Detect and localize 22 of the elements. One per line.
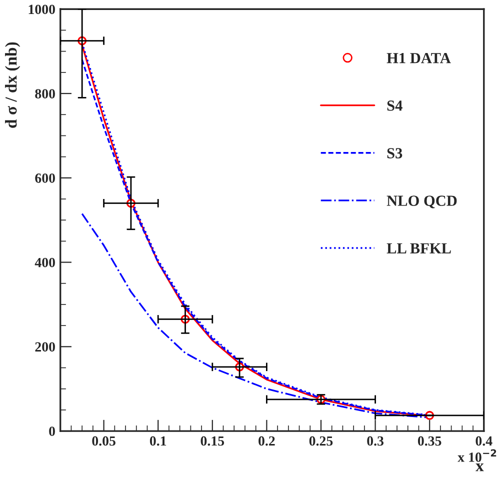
y-tick-label: 400 — [34, 258, 55, 268]
legend-label: NLO QCD — [386, 196, 457, 208]
x-tick-label: 0.25 — [309, 436, 333, 446]
y-tick-label: 600 — [35, 173, 55, 183]
legend-label: S3 — [387, 148, 402, 158]
x-tick-label: 0.3 — [367, 436, 384, 446]
x-tick-label: 0.4 — [476, 436, 492, 446]
x-axis-title: x — [476, 464, 484, 472]
y-tick-label: 1000 — [28, 4, 55, 14]
legend-label: LL BFKL — [386, 243, 451, 254]
y-tick-label: 0 — [49, 426, 55, 436]
x-tick-label: 0.1 — [150, 436, 166, 446]
x-tick-label: 0.35 — [418, 436, 442, 446]
x-tick-label: 0.2 — [258, 436, 275, 446]
legend-label: S4 — [387, 100, 402, 111]
y-tick-label: 800 — [35, 89, 55, 98]
legend-label: H1 DATA — [386, 53, 451, 64]
text: x 10$^{−2}$ — [458, 449, 496, 462]
y-tick-label: 200 — [35, 342, 55, 352]
x-tick-label: 0.15 — [200, 436, 224, 446]
y-axis-title: d σ / dx (nb) — [5, 42, 20, 128]
x-tick-label: 0.05 — [92, 436, 116, 446]
